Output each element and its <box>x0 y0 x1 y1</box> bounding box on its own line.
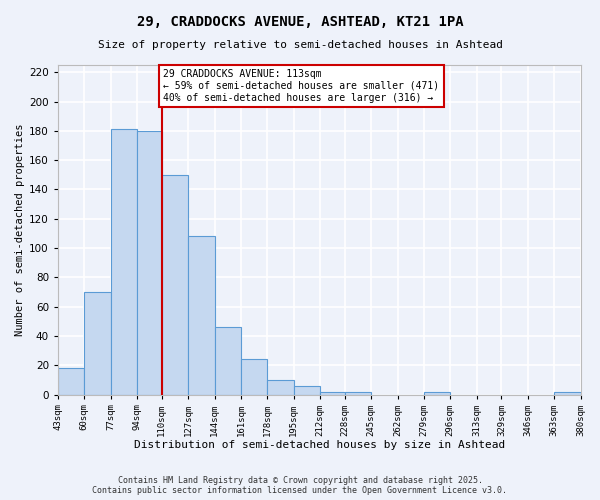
Bar <box>241 360 267 394</box>
X-axis label: Distribution of semi-detached houses by size in Ashtead: Distribution of semi-detached houses by … <box>134 440 505 450</box>
Bar <box>110 130 137 394</box>
Text: 29 CRADDOCKS AVENUE: 113sqm
← 59% of semi-detached houses are smaller (471)
40% : 29 CRADDOCKS AVENUE: 113sqm ← 59% of sem… <box>163 70 440 102</box>
Bar <box>345 392 371 394</box>
Bar <box>293 386 320 394</box>
Text: 29, CRADDOCKS AVENUE, ASHTEAD, KT21 1PA: 29, CRADDOCKS AVENUE, ASHTEAD, KT21 1PA <box>137 15 463 29</box>
Bar <box>320 392 345 394</box>
Bar <box>137 131 162 394</box>
Bar <box>85 292 110 394</box>
Text: Size of property relative to semi-detached houses in Ashtead: Size of property relative to semi-detach… <box>97 40 503 50</box>
Bar <box>267 380 293 394</box>
Bar <box>162 175 188 394</box>
Bar <box>188 236 215 394</box>
Text: Contains HM Land Registry data © Crown copyright and database right 2025.
Contai: Contains HM Land Registry data © Crown c… <box>92 476 508 495</box>
Bar <box>215 327 241 394</box>
Bar <box>58 368 85 394</box>
Y-axis label: Number of semi-detached properties: Number of semi-detached properties <box>15 124 25 336</box>
Bar <box>554 392 581 394</box>
Bar <box>424 392 450 394</box>
